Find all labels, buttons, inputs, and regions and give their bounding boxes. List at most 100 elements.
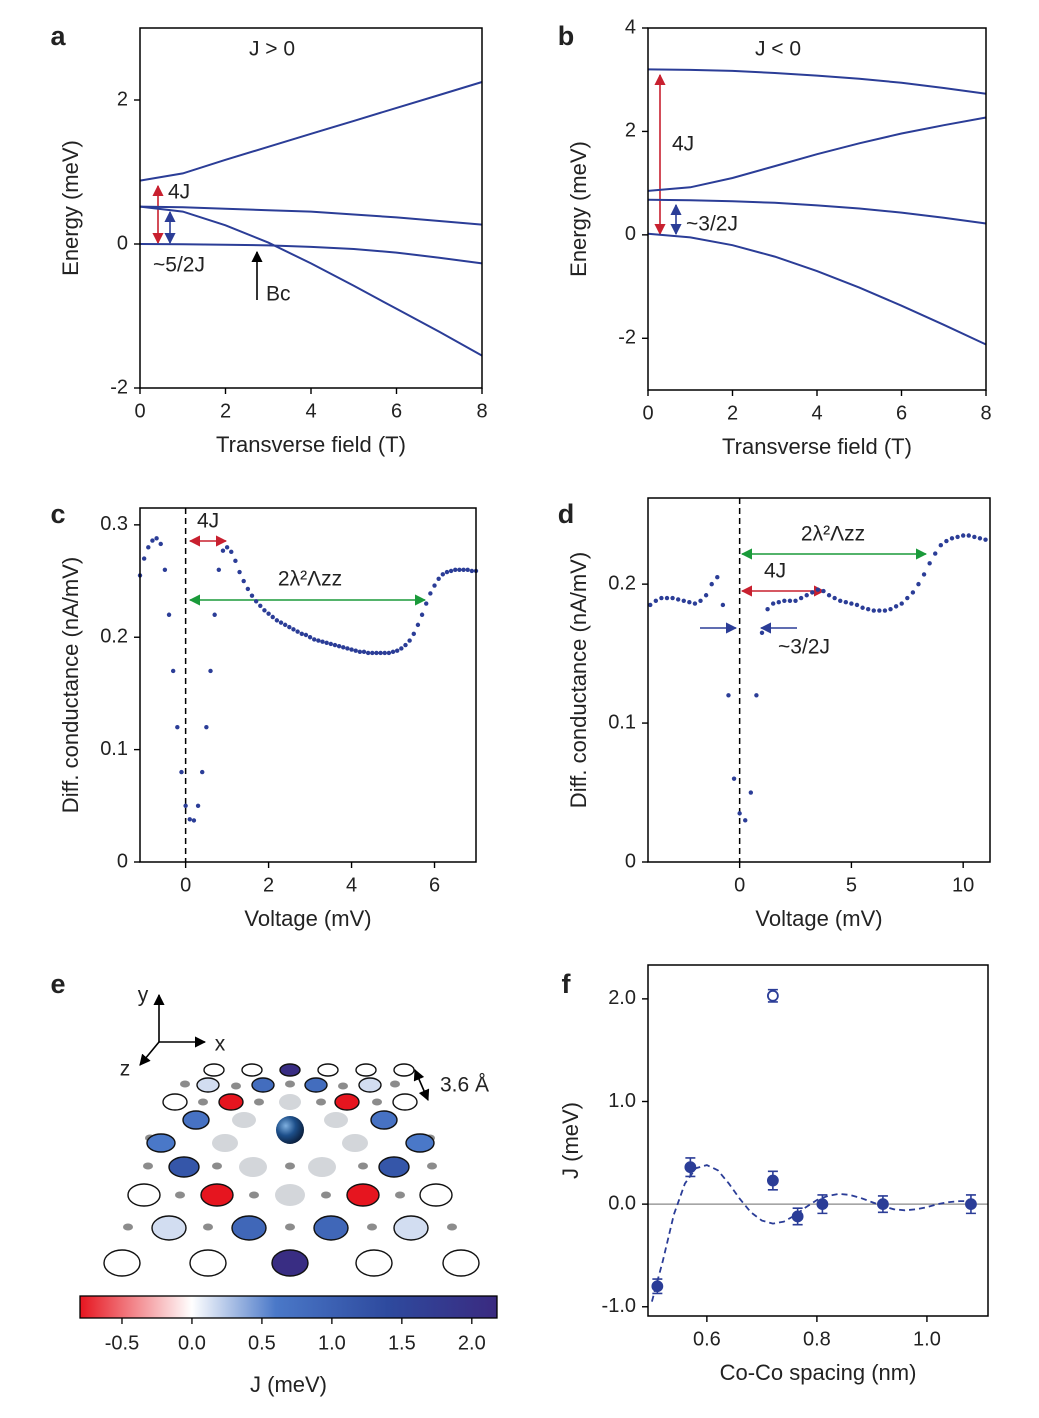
data-point bbox=[303, 632, 309, 638]
data-point bbox=[316, 638, 321, 643]
substrate-atom bbox=[338, 1082, 348, 1090]
data-point bbox=[170, 668, 176, 674]
annotation: 2λ²Λzz bbox=[278, 568, 342, 591]
line-series bbox=[139, 243, 483, 265]
panel-label: f bbox=[562, 969, 572, 999]
data-point bbox=[183, 803, 188, 809]
data-point bbox=[899, 601, 904, 606]
co-site bbox=[196, 1077, 220, 1093]
y-axis-label: Diff. conductance (nA/mV) bbox=[58, 557, 83, 813]
data-point bbox=[821, 588, 826, 594]
co-site bbox=[182, 1110, 210, 1130]
panel-label: b bbox=[558, 21, 575, 51]
data-point bbox=[390, 649, 396, 655]
colorbar-tick-label: 1.0 bbox=[318, 1332, 346, 1354]
data-point bbox=[233, 558, 238, 564]
data-point bbox=[965, 1198, 977, 1211]
data-point bbox=[469, 568, 475, 574]
data-point bbox=[743, 818, 748, 823]
x-axis-label: Co-Co spacing (nm) bbox=[720, 1360, 917, 1385]
co-site bbox=[304, 1077, 328, 1093]
x-tick-label: 0.8 bbox=[803, 1328, 831, 1350]
data-point bbox=[720, 602, 726, 608]
substrate-atom bbox=[367, 1223, 377, 1231]
data-point bbox=[208, 668, 213, 674]
substrate-atom bbox=[123, 1223, 133, 1231]
co-site bbox=[346, 1183, 380, 1207]
axes-frame bbox=[647, 964, 989, 1317]
data-point bbox=[448, 568, 454, 574]
data-point bbox=[865, 606, 871, 612]
colorbar-tick-label: 1.5 bbox=[388, 1332, 416, 1354]
data-point bbox=[353, 648, 358, 653]
data-point bbox=[664, 595, 670, 601]
substrate-atom bbox=[285, 1080, 295, 1088]
co-site bbox=[392, 1093, 418, 1111]
co-site bbox=[127, 1183, 161, 1207]
plot-area bbox=[648, 498, 988, 862]
data-point bbox=[933, 551, 938, 556]
annotation: 4J bbox=[168, 181, 190, 204]
data-point bbox=[166, 612, 172, 617]
data-point bbox=[960, 533, 966, 538]
axes-frame bbox=[139, 27, 483, 389]
axes-frame bbox=[139, 507, 477, 863]
data-point bbox=[955, 534, 960, 540]
data-point bbox=[341, 645, 346, 650]
x-tick-label: 0 bbox=[734, 874, 745, 896]
data-point bbox=[977, 536, 983, 541]
lattice-site bbox=[342, 1134, 368, 1152]
data-point bbox=[328, 641, 334, 647]
colorbar-tick-label: 0.0 bbox=[178, 1332, 206, 1354]
annotation: 4J bbox=[672, 133, 694, 156]
data-point bbox=[224, 545, 230, 550]
data-point bbox=[253, 599, 259, 604]
y-tick-label: 2.0 bbox=[608, 987, 636, 1009]
data-point bbox=[748, 790, 754, 795]
line-series bbox=[139, 205, 483, 357]
x-axis-label: Transverse field (T) bbox=[216, 432, 406, 457]
x-tick-label: 4 bbox=[305, 400, 316, 422]
axes-frame bbox=[647, 27, 987, 391]
x-tick-label: 0 bbox=[642, 402, 653, 424]
data-point bbox=[312, 637, 317, 642]
data-point bbox=[766, 1174, 779, 1187]
panel-label: c bbox=[50, 499, 65, 529]
co-site bbox=[168, 1156, 200, 1178]
data-point bbox=[378, 650, 383, 656]
data-point bbox=[195, 803, 201, 809]
x-axis-label: Voltage (mV) bbox=[755, 906, 882, 931]
co-site bbox=[279, 1063, 301, 1077]
annotation: 4J bbox=[764, 560, 786, 583]
annotation: ~3/2J bbox=[686, 213, 738, 236]
data-point bbox=[888, 606, 893, 612]
data-point bbox=[370, 650, 375, 656]
data-point bbox=[698, 598, 703, 604]
data-point bbox=[191, 818, 197, 823]
substrate-atom bbox=[321, 1191, 331, 1199]
annotation: 3.6 Å bbox=[440, 1074, 489, 1097]
substrate-atom bbox=[231, 1082, 241, 1090]
line-series bbox=[139, 205, 483, 226]
data-point bbox=[791, 1210, 804, 1223]
substrate-atom bbox=[358, 1162, 368, 1170]
data-point bbox=[838, 598, 843, 604]
plot-area bbox=[648, 988, 988, 1302]
co-site bbox=[442, 1249, 480, 1277]
data-point bbox=[179, 769, 184, 775]
substrate-atom bbox=[395, 1191, 405, 1199]
data-point bbox=[927, 561, 932, 566]
co-site bbox=[103, 1249, 141, 1277]
data-point bbox=[299, 631, 304, 637]
data-point bbox=[258, 603, 263, 608]
co-site bbox=[251, 1077, 275, 1093]
x-tick-label: 2 bbox=[727, 402, 738, 424]
data-point bbox=[684, 1161, 697, 1174]
data-point bbox=[245, 586, 251, 592]
data-point bbox=[653, 598, 659, 604]
co-site bbox=[313, 1215, 349, 1241]
data-point bbox=[415, 622, 421, 628]
data-point bbox=[162, 567, 168, 573]
data-point bbox=[237, 569, 242, 575]
co-site bbox=[378, 1156, 410, 1178]
